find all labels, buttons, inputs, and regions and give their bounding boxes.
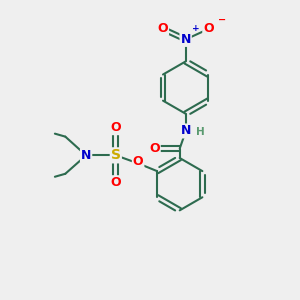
Text: N: N — [81, 149, 91, 162]
Text: +: + — [192, 24, 200, 33]
Text: H: H — [196, 127, 205, 136]
Text: O: O — [110, 176, 121, 189]
Text: N: N — [181, 33, 191, 46]
Text: −: − — [218, 15, 226, 25]
Text: N: N — [181, 124, 191, 137]
Text: S: S — [111, 148, 121, 162]
Text: O: O — [110, 121, 121, 134]
Text: O: O — [158, 22, 168, 34]
Text: O: O — [149, 142, 160, 155]
Text: O: O — [133, 155, 143, 168]
Text: O: O — [203, 22, 214, 34]
